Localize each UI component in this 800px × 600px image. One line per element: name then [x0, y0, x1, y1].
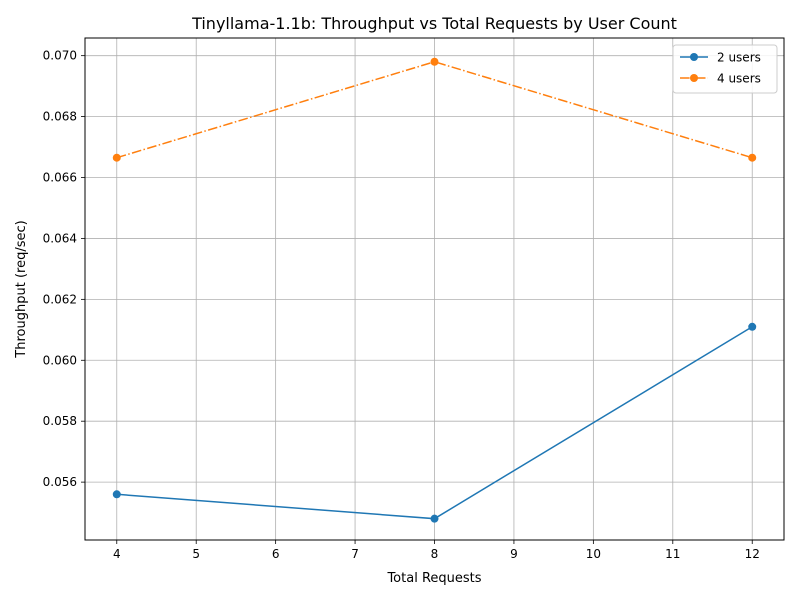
x-tick-label: 11 [665, 547, 680, 561]
series-lines [112, 57, 757, 523]
x-axis-label: Total Requests [386, 571, 481, 586]
y-tick-label: 0.064 [43, 231, 77, 245]
legend-label-2-users: 2 users [717, 51, 761, 65]
y-axis-label: Throughput (req/sec) [14, 220, 29, 358]
y-tick-label: 0.066 [43, 171, 77, 185]
data-point-4-users [112, 153, 121, 162]
x-tick-label: 4 [113, 547, 121, 561]
series-line-4-users [116, 60, 753, 159]
x-tick-label: 12 [745, 547, 760, 561]
x-tick-label: 10 [586, 547, 601, 561]
data-point-2-users [430, 514, 439, 523]
chart-title: Tinyllama-1.1b: Throughput vs Total Requ… [191, 14, 677, 33]
x-tick-label: 8 [431, 547, 439, 561]
legend-label-4-users: 4 users [717, 72, 761, 86]
x-tick-label: 9 [510, 547, 518, 561]
y-tick-label: 0.060 [43, 353, 77, 367]
legend-marker-2-users [690, 53, 698, 61]
y-tick-label: 0.062 [43, 292, 77, 306]
y-axis-ticks: 0.056 0.058 0.060 0.062 0.064 0.066 0.068 0.070 [43, 49, 85, 489]
data-point-4-users [430, 57, 439, 66]
y-tick-label: 0.070 [43, 49, 77, 63]
data-point-4-users [748, 153, 757, 162]
y-tick-label: 0.068 [43, 110, 77, 124]
y-tick-label: 0.056 [43, 475, 77, 489]
data-point-2-users [112, 490, 121, 499]
legend: 2 users 4 users [672, 44, 778, 94]
y-tick-label: 0.058 [43, 414, 77, 428]
legend-marker-4-users [690, 74, 698, 82]
x-tick-label: 6 [272, 547, 280, 561]
x-tick-label: 5 [192, 547, 200, 561]
data-point-2-users [748, 322, 757, 331]
x-axis-ticks: 4 5 6 7 8 9 10 11 12 [113, 540, 760, 561]
grid-lines [85, 38, 784, 540]
x-tick-label: 7 [351, 547, 359, 561]
